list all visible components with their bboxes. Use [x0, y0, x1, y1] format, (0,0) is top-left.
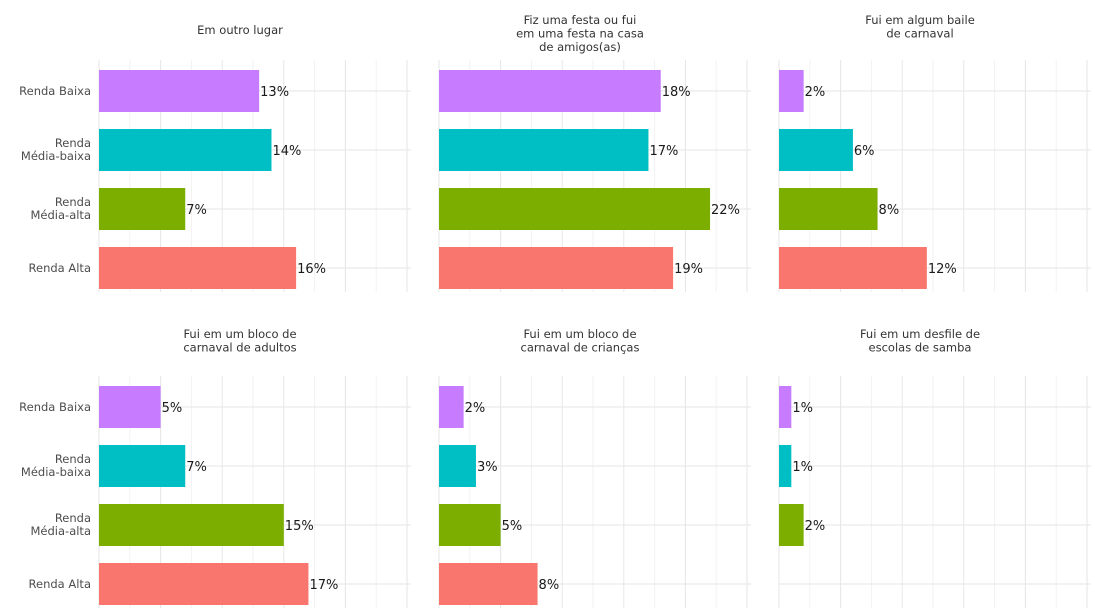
bar: [439, 247, 674, 289]
bar-value-label: 19%: [674, 262, 703, 277]
bar-value-label: 18%: [662, 85, 691, 100]
bar-value-label: 1%: [792, 401, 813, 416]
facet-panel-3: Fui em algum baile de carnaval 2% 6% 8% 12%: [778, 13, 1091, 292]
bar: [779, 504, 804, 546]
bar-value-label: 1%: [792, 460, 813, 475]
bar: [439, 386, 464, 428]
panel-title: Fui em um bloco de carnaval de adultos: [183, 327, 296, 355]
bar-value-label: 7%: [186, 203, 207, 218]
bar: [99, 70, 260, 112]
category-label: Renda Baixa: [19, 400, 91, 414]
panel-title: Fiz uma festa ou fui em uma festa na casa…: [516, 13, 644, 54]
bar: [439, 563, 538, 605]
bar: [439, 445, 476, 487]
bar: [779, 247, 927, 289]
panel-title: Fui em um desfile de escolas de samba: [860, 327, 980, 355]
facet-panel-1: Em outro lugar 13% 14% 7% 16%: [98, 23, 411, 292]
bar: [439, 70, 661, 112]
bar: [99, 188, 186, 230]
panel-title: Fui em algum baile de carnaval: [865, 13, 975, 41]
category-label: Renda Média-alta: [31, 511, 92, 538]
bar-value-label: 2%: [805, 519, 826, 534]
bar: [99, 504, 284, 546]
bar-value-label: 2%: [805, 85, 826, 100]
bar: [779, 188, 878, 230]
panel-title: Fui em um bloco de carnaval de crianças: [521, 327, 640, 355]
bar: [779, 445, 792, 487]
bar: [99, 129, 272, 171]
bar: [439, 129, 649, 171]
bar-value-label: 22%: [711, 203, 740, 218]
bar-value-label: 14%: [272, 144, 301, 159]
bar-value-label: 8%: [539, 578, 560, 593]
bar-value-label: 6%: [854, 144, 875, 159]
bar: [99, 445, 186, 487]
bar: [779, 129, 853, 171]
panel-title: Em outro lugar: [197, 23, 283, 37]
bar: [99, 386, 161, 428]
category-label: Renda Baixa: [19, 84, 91, 98]
bar-value-label: 5%: [502, 519, 523, 534]
category-label: Renda Média-alta: [31, 195, 92, 222]
category-label: Renda Alta: [29, 577, 91, 591]
bar-value-label: 13%: [260, 85, 289, 100]
bar-value-label: 16%: [297, 262, 326, 277]
bar: [439, 188, 711, 230]
bar-value-label: 2%: [465, 401, 486, 416]
bar: [439, 504, 501, 546]
bar: [779, 70, 804, 112]
bar-value-label: 12%: [928, 262, 957, 277]
bar-value-label: 8%: [879, 203, 900, 218]
bar: [99, 247, 297, 289]
bar: [779, 386, 792, 428]
bar-value-label: 15%: [285, 519, 314, 534]
bar: [99, 563, 309, 605]
category-label: Renda Média-baixa: [21, 136, 91, 163]
facet-panel-4: Fui em um bloco de carnaval de adultos 5% 7…: [98, 327, 411, 608]
bar-value-label: 3%: [477, 460, 498, 475]
bar-value-label: 7%: [186, 460, 207, 475]
category-label: Renda Média-baixa: [21, 452, 91, 479]
facet-panel-6: Fui em um desfile de escolas de samba 1% 1%…: [778, 327, 1091, 608]
facet-panel-5: Fui em um bloco de carnaval de crianças 2%…: [438, 327, 751, 608]
bar-value-label: 5%: [162, 401, 183, 416]
category-label: Renda Alta: [29, 261, 91, 275]
bar-value-label: 17%: [649, 144, 678, 159]
facet-panel-2: Fiz uma festa ou fui em uma festa na casa…: [438, 13, 751, 292]
bar-value-label: 17%: [309, 578, 338, 593]
